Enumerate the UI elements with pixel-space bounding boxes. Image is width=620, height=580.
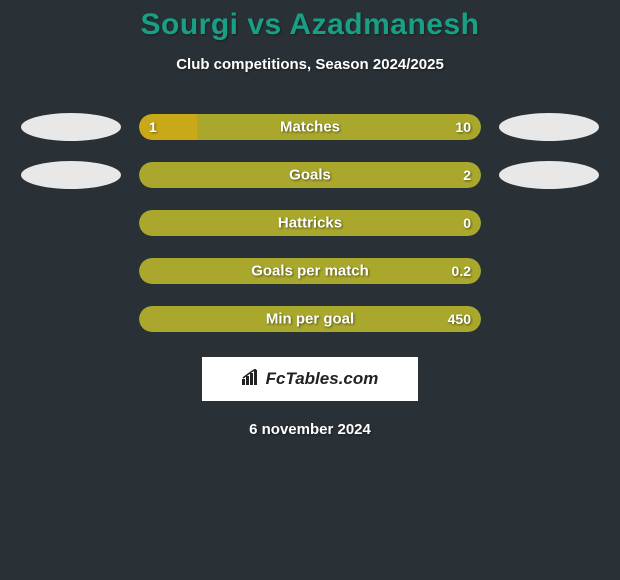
- stat-bar: Goals 2: [139, 162, 481, 188]
- stat-bar: Min per goal 450: [139, 306, 481, 332]
- stat-label: Goals: [289, 167, 331, 184]
- page-title: Sourgi vs Azadmanesh: [0, 8, 620, 42]
- stat-row: Goals 2: [0, 161, 620, 189]
- stat-row: Matches 1 10: [0, 113, 620, 141]
- subtitle: Club competitions, Season 2024/2025: [0, 56, 620, 73]
- stat-bar: Goals per match 0.2: [139, 258, 481, 284]
- player-photo-right: [499, 113, 599, 141]
- stat-bar: Matches 1 10: [139, 114, 481, 140]
- stat-value-right: 2: [463, 167, 471, 183]
- stat-value-right: 0.2: [452, 263, 471, 279]
- player-photo-left: [21, 161, 121, 189]
- comparison-infographic: Sourgi vs Azadmanesh Club competitions, …: [0, 0, 620, 438]
- stat-label: Min per goal: [266, 311, 354, 328]
- brand-text: FcTables.com: [266, 369, 379, 389]
- stat-row: Goals per match 0.2: [0, 257, 620, 285]
- brand-chart-icon: [242, 369, 262, 390]
- stat-value-right: 450: [448, 311, 471, 327]
- player-photo-right: [499, 161, 599, 189]
- stat-value-right: 0: [463, 215, 471, 231]
- stats-area: Matches 1 10 Goals 2 Hattricks 0 Goals per matc…: [0, 113, 620, 333]
- bar-segment-left: [139, 114, 197, 140]
- stat-label: Matches: [280, 119, 340, 136]
- player-photo-left: [21, 113, 121, 141]
- stat-row: Min per goal 450: [0, 305, 620, 333]
- stat-value-right: 10: [455, 119, 471, 135]
- stat-label: Goals per match: [251, 263, 369, 280]
- date-text: 6 november 2024: [0, 421, 620, 438]
- stat-value-left: 1: [149, 119, 157, 135]
- stat-label: Hattricks: [278, 215, 342, 232]
- branding-badge: FcTables.com: [202, 357, 418, 401]
- stat-row: Hattricks 0: [0, 209, 620, 237]
- stat-bar: Hattricks 0: [139, 210, 481, 236]
